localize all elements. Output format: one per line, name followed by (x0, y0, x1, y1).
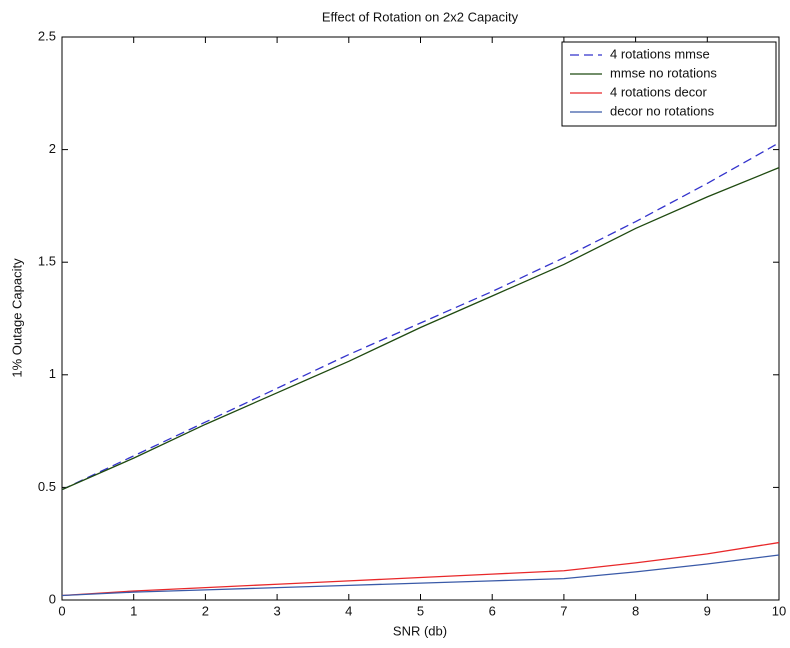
x-tick-label: 0 (58, 603, 65, 618)
x-tick-label: 4 (345, 603, 352, 618)
y-tick-label: 0.5 (38, 479, 56, 494)
chart-title: Effect of Rotation on 2x2 Capacity (322, 9, 519, 24)
y-tick-label: 1.5 (38, 254, 56, 269)
series-line (61, 541, 780, 597)
x-tick-label: 9 (704, 603, 711, 618)
series-line (61, 142, 780, 491)
y-tick-label: 2.5 (38, 28, 56, 43)
x-tick-label: 10 (772, 603, 786, 618)
x-tick-label: 8 (632, 603, 639, 618)
series-line (61, 554, 780, 597)
y-tick-label: 1 (49, 366, 56, 381)
x-tick-label: 7 (560, 603, 567, 618)
x-tick-label: 6 (489, 603, 496, 618)
x-tick-label: 2 (202, 603, 209, 618)
legend-label: mmse no rotations (610, 65, 717, 80)
x-tick-label: 1 (130, 603, 137, 618)
y-axis-label: 1% Outage Capacity (9, 258, 24, 378)
legend-label: 4 rotations mmse (610, 46, 710, 61)
x-tick-label: 5 (417, 603, 424, 618)
legend-label: decor no rotations (610, 103, 715, 118)
legend-label: 4 rotations decor (610, 84, 708, 99)
y-tick-label: 0 (49, 591, 56, 606)
series-line (61, 167, 780, 491)
x-tick-label: 3 (273, 603, 280, 618)
x-axis-label: SNR (db) (393, 623, 447, 638)
y-tick-label: 2 (49, 141, 56, 156)
